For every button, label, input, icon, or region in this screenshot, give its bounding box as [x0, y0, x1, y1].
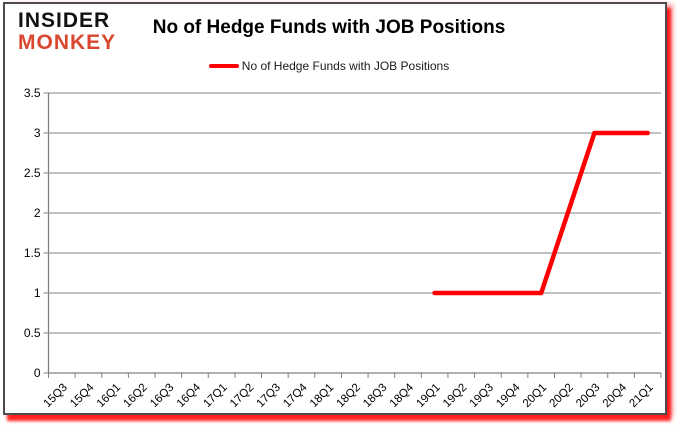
y-tick-label: 1 [34, 286, 41, 300]
x-tick-label: 19Q3 [468, 382, 496, 410]
legend-label: No of Hedge Funds with JOB Positions [241, 59, 450, 73]
insider-monkey-logo: INSIDER MONKEY [18, 10, 116, 54]
x-tick-label: 18Q1 [308, 382, 336, 410]
y-tick-label: 0.5 [24, 326, 41, 340]
axis-ticks [43, 92, 662, 378]
y-axis-labels: 0 0.5 1 1.5 2 2.5 3 3.5 [24, 86, 41, 380]
y-gridlines [48, 92, 661, 374]
series-line [432, 130, 650, 296]
x-tick-label: 16Q3 [148, 382, 176, 410]
x-tick-label: 18Q4 [388, 381, 417, 410]
x-tick-label: 16Q4 [175, 381, 204, 410]
x-tick-label: 17Q1 [201, 382, 229, 410]
x-tick-label: 20Q2 [548, 382, 576, 410]
x-tick-label: 16Q1 [95, 382, 123, 410]
x-tick-label: 15Q4 [68, 381, 97, 410]
x-tick-label: 20Q3 [574, 382, 602, 410]
x-tick-label: 19Q4 [494, 381, 523, 410]
y-tick-label: 2.5 [24, 166, 41, 180]
x-tick-label: 17Q4 [281, 381, 310, 410]
y-tick-label: 2 [34, 206, 41, 220]
page-title: No of Hedge Funds with JOB Positions [152, 17, 506, 38]
chart-canvas: 0 0.5 1 1.5 2 2.5 3 3.5 15Q315Q416Q116Q216Q316Q4… [24, 86, 662, 410]
x-tick-label: 17Q2 [228, 382, 256, 410]
y-tick-label: 1.5 [24, 246, 41, 260]
x-tick-label: 20Q4 [601, 381, 630, 410]
x-tick-label: 18Q2 [334, 382, 362, 410]
legend-line-swatch [208, 64, 239, 68]
x-tick-label: 15Q3 [42, 382, 70, 410]
x-tick-label: 20Q1 [521, 382, 549, 410]
logo-text-monkey: MONKEY [18, 31, 117, 54]
x-tick-label: 16Q2 [121, 382, 149, 410]
chart-card: INSIDER MONKEY No of Hedge Funds with JO… [3, 2, 667, 415]
x-tick-label: 18Q3 [361, 382, 389, 410]
y-tick-label: 3.5 [24, 86, 41, 100]
x-axis-labels: 15Q315Q416Q116Q216Q316Q417Q117Q217Q317Q4… [42, 381, 656, 410]
x-tick-label: 19Q2 [441, 382, 469, 410]
chart-legend: No of Hedge Funds with JOB Positions [5, 59, 653, 73]
y-tick-label: 3 [34, 126, 41, 140]
x-tick-label: 17Q3 [255, 382, 283, 410]
x-tick-label: 19Q1 [414, 382, 442, 410]
y-tick-label: 0 [34, 366, 41, 380]
x-tick-label: 21Q1 [627, 382, 655, 410]
logo-text-insider: INSIDER [18, 9, 111, 32]
